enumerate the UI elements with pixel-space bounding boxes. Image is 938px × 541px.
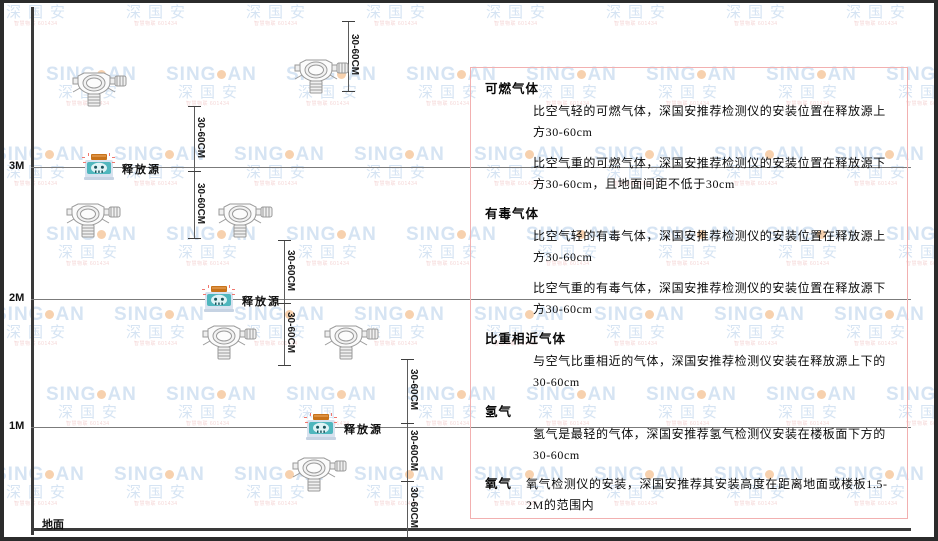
- release-source-icon: [82, 153, 115, 180]
- gas-detector-icon: [324, 325, 379, 360]
- dimension-tick: [278, 303, 291, 304]
- gas-detector-icon: [292, 457, 347, 492]
- section-body: 比空气轻的可燃气体，深国安推荐检测仪的安装位置在释放源上方30-60cm 比空气重…: [485, 97, 891, 195]
- section-title: 氢气: [485, 405, 513, 419]
- level-lines: 3M 2M 1M: [4, 3, 934, 537]
- gas-detector-icon: [66, 203, 121, 238]
- section-paragraph: 氧气检测仪的安装，深国安推荐其安装高度在距离地面或楼板1.5-2M的范围内: [526, 477, 888, 512]
- dimension-line: [407, 359, 408, 537]
- gas-detector-icon: [294, 59, 349, 94]
- gas-detector: [290, 453, 350, 495]
- gas-detector: [200, 321, 260, 363]
- panel-section: 有毒气体 比空气轻的有毒气体，深国安推荐检测仪的安装位置在释放源上方30-60cm…: [485, 203, 891, 320]
- dimension-line: [348, 21, 349, 91]
- panel-section: 氢气氢气是最轻的气体，深国安推荐氢气检测仪安装在楼板面下方的30-60cm: [485, 401, 891, 466]
- level-label-3m: 3M: [9, 160, 25, 172]
- release-source: [304, 413, 338, 443]
- dimension-tick: [278, 365, 291, 366]
- release-source: [202, 285, 236, 315]
- dimension-tick: [342, 21, 355, 22]
- release-source-label: 释放源: [344, 424, 383, 436]
- level-line: [31, 427, 911, 428]
- dimension-tick: [278, 240, 291, 241]
- installation-height-diagram: [4, 3, 474, 537]
- ground-line: [31, 528, 911, 531]
- gas-detector-icon: [202, 325, 257, 360]
- section-paragraph: 氢气是最轻的气体，深国安推荐氢气检测仪安装在楼板面下方的30-60cm: [533, 427, 886, 462]
- level-label-2m: 2M: [9, 292, 25, 304]
- panel-section: 地面检测仪地面间距，深国安推荐在30-60cm，且不得小于30cm，因为过低容易…: [485, 534, 891, 537]
- vertical-axis: [31, 7, 34, 535]
- diagram-icons: 释放源 释放源 释放源: [4, 3, 934, 537]
- section-paragraph: 比空气重的可燃气体，深国安推荐检测仪的安装位置在释放源下方30-60cm，且地面…: [533, 156, 886, 191]
- ground-label: 地面: [42, 519, 64, 531]
- section-title: 地面: [485, 534, 891, 537]
- gas-detector-icon: [218, 203, 273, 238]
- gas-detector: [70, 68, 130, 110]
- section-body: 比空气轻的有毒气体，深国安推荐检测仪的安装位置在释放源上方30-60cm 比空气重…: [485, 222, 891, 320]
- level-label-1m: 1M: [9, 420, 25, 432]
- section-title: 有毒气体: [485, 207, 540, 221]
- section-paragraph: 比空气轻的可燃气体，深国安推荐检测仪的安装位置在释放源上方30-60cm: [533, 104, 886, 139]
- section-title: 可燃气体: [485, 82, 540, 96]
- dimension-tick: [401, 537, 414, 538]
- dimension-tick: [401, 481, 414, 482]
- section-paragraph: 与空气比重相近的气体，深国安推荐检测仪安装在释放源上下的30-60cm: [533, 354, 886, 389]
- release-source-icon: [202, 285, 235, 312]
- dimension-chains: 30-60CM 30-60CM 30-60CM 30-60CM 30-60CM 30-60…: [4, 3, 934, 537]
- section-title: 比重相近气体: [485, 332, 567, 346]
- release-source-icon: [304, 413, 337, 440]
- section-paragraph: 比空气重的有毒气体，深国安推荐检测仪的安装位置在释放源下方30-60cm: [533, 281, 886, 316]
- section-body: 与空气比重相近的气体，深国安推荐检测仪安装在释放源上下的30-60cm: [485, 347, 891, 393]
- recommendation-panel: 可燃气体 比空气轻的可燃气体，深国安推荐检测仪的安装位置在释放源上方30-60cm…: [470, 67, 908, 519]
- dimension-tick: [188, 106, 201, 107]
- dimension-tick: [188, 171, 201, 172]
- dimension-tick: [401, 359, 414, 360]
- release-source-label: 释放源: [242, 296, 281, 308]
- release-source: [82, 153, 116, 183]
- panel-content: 可燃气体 比空气轻的可燃气体，深国安推荐检测仪的安装位置在释放源上方30-60cm…: [471, 68, 907, 537]
- section-body: 氧气检测仪的安装，深国安推荐其安装高度在距离地面或楼板1.5-2M的范围内: [526, 474, 891, 516]
- gas-detector-icon: [72, 72, 127, 107]
- dimension-line: [284, 240, 285, 365]
- dimension-line: [194, 106, 195, 238]
- dimension-tick: [401, 423, 414, 424]
- dimension-tick: [342, 91, 355, 92]
- gas-detector: [322, 321, 382, 363]
- level-line: [31, 167, 911, 168]
- gas-detector: [216, 199, 276, 241]
- section-paragraph: 比空气轻的有毒气体，深国安推荐检测仪的安装位置在释放源上方30-60cm: [533, 229, 886, 264]
- panel-section: 比重相近气体与空气比重相近的气体，深国安推荐检测仪安装在释放源上下的30-60c…: [485, 328, 891, 393]
- gas-detector: [292, 55, 352, 97]
- dimension-tick: [188, 238, 201, 239]
- section-title: 氧气: [485, 477, 513, 491]
- section-body: 氢气是最轻的气体，深国安推荐氢气检测仪安装在楼板面下方的30-60cm: [485, 420, 891, 466]
- panel-section: 氧气 氧气检测仪的安装，深国安推荐其安装高度在距离地面或楼板1.5-2M的范围内: [485, 474, 891, 516]
- level-line: [31, 299, 911, 300]
- release-source-label: 释放源: [122, 164, 161, 176]
- panel-section: 可燃气体 比空气轻的可燃气体，深国安推荐检测仪的安装位置在释放源上方30-60cm…: [485, 78, 891, 195]
- gas-detector: [64, 199, 124, 241]
